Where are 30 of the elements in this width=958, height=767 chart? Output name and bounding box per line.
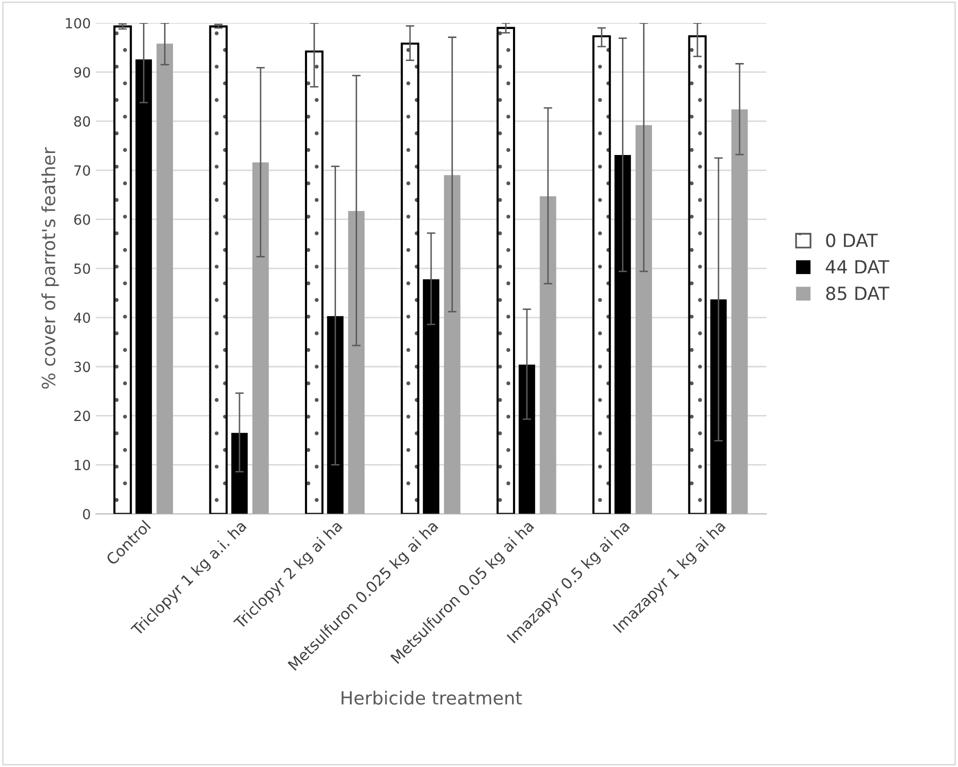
bar	[156, 44, 173, 514]
bar	[135, 59, 152, 514]
bar	[540, 196, 556, 514]
y-tick-label: 20	[74, 410, 90, 422]
bar	[614, 155, 631, 514]
y-tick-label: 30	[74, 362, 90, 372]
bar	[422, 279, 440, 514]
y-tick-label: 100	[66, 18, 90, 28]
y-tick-label: 80	[74, 116, 90, 127]
bar	[252, 162, 269, 514]
legend-label: 0 DAT	[826, 234, 878, 248]
y-tick-label: 40	[74, 312, 90, 324]
legend-label: 44 DAT	[826, 260, 890, 274]
bar	[518, 364, 536, 514]
x-axis-title: Herbicide treatment	[342, 690, 522, 705]
bar	[636, 125, 652, 514]
y-tick-label: 50	[74, 263, 90, 274]
bar	[348, 211, 365, 514]
legend-label: 85 DAT	[826, 286, 890, 300]
y-tick-label: 0	[83, 508, 90, 520]
bar	[444, 175, 460, 514]
y-tick-label: 70	[74, 165, 90, 176]
bar	[731, 109, 748, 514]
bar	[231, 432, 248, 514]
bar	[327, 316, 344, 514]
bar	[710, 299, 727, 514]
y-axis-title: % cover of parrot's feather	[41, 147, 59, 389]
y-tick-label: 90	[74, 67, 90, 78]
y-tick-label: 60	[74, 214, 90, 225]
y-tick-label: 10	[74, 460, 90, 470]
